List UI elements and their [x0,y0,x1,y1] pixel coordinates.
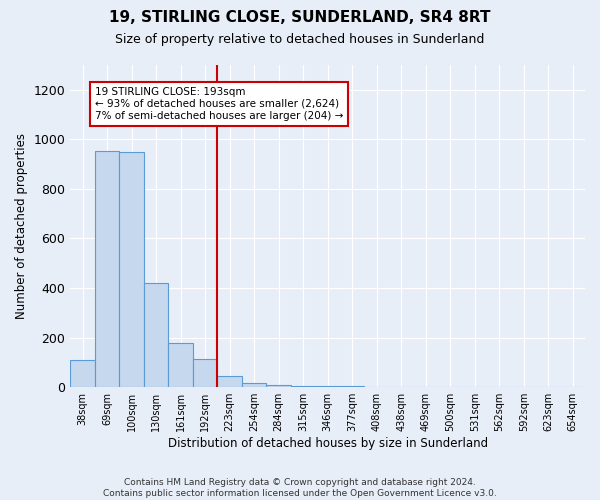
Text: Size of property relative to detached houses in Sunderland: Size of property relative to detached ho… [115,32,485,46]
Bar [242,382,266,387]
Bar [169,342,193,387]
Text: 19, STIRLING CLOSE, SUNDERLAND, SR4 8RT: 19, STIRLING CLOSE, SUNDERLAND, SR4 8RT [109,10,491,25]
Y-axis label: Number of detached properties: Number of detached properties [15,133,28,319]
Bar [291,386,316,387]
Text: 19 STIRLING CLOSE: 193sqm
← 93% of detached houses are smaller (2,624)
7% of sem: 19 STIRLING CLOSE: 193sqm ← 93% of detac… [95,88,343,120]
Bar [266,385,291,387]
Bar [193,358,217,387]
Bar [119,152,144,387]
Bar [144,283,169,387]
Text: Contains HM Land Registry data © Crown copyright and database right 2024.
Contai: Contains HM Land Registry data © Crown c… [103,478,497,498]
Bar [217,376,242,387]
Bar [316,386,340,387]
Bar [340,386,364,387]
Bar [95,150,119,387]
Bar [70,360,95,387]
X-axis label: Distribution of detached houses by size in Sunderland: Distribution of detached houses by size … [167,437,488,450]
